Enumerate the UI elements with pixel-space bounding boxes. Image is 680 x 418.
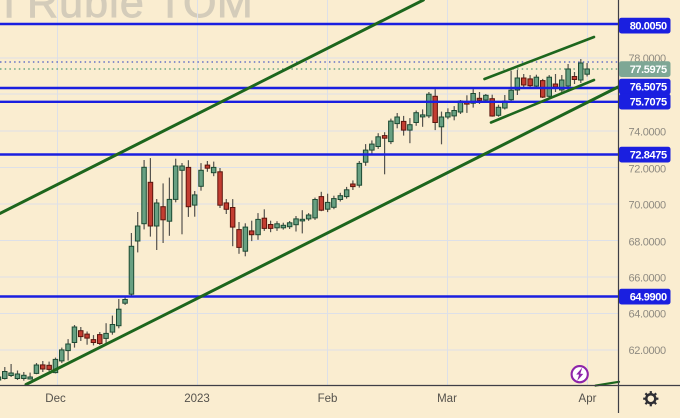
- svg-text:64.0000: 64.0000: [629, 309, 667, 321]
- svg-text:70.0000: 70.0000: [629, 200, 667, 212]
- svg-text:T: T: [0, 0, 22, 27]
- svg-text:72.8475: 72.8475: [630, 150, 667, 162]
- svg-text:Dec: Dec: [45, 393, 66, 405]
- svg-text:75.7075: 75.7075: [630, 97, 667, 109]
- svg-text:72.0000: 72.0000: [629, 164, 667, 176]
- svg-text:64.9900: 64.9900: [630, 292, 667, 304]
- svg-text:2023: 2023: [184, 393, 210, 405]
- svg-text:80.0050: 80.0050: [630, 21, 667, 33]
- svg-text:Ruble: Ruble: [27, 0, 145, 27]
- svg-text:Apr: Apr: [579, 393, 597, 405]
- svg-text:74.0000: 74.0000: [629, 127, 667, 139]
- svg-text:Mar: Mar: [437, 393, 457, 405]
- svg-text:76.5075: 76.5075: [630, 82, 667, 94]
- svg-text:66.0000: 66.0000: [629, 273, 667, 285]
- svg-text:68.0000: 68.0000: [629, 237, 667, 249]
- svg-text:62.0000: 62.0000: [629, 345, 667, 357]
- svg-text:Feb: Feb: [318, 393, 338, 405]
- svg-text:77.5975: 77.5975: [630, 64, 667, 76]
